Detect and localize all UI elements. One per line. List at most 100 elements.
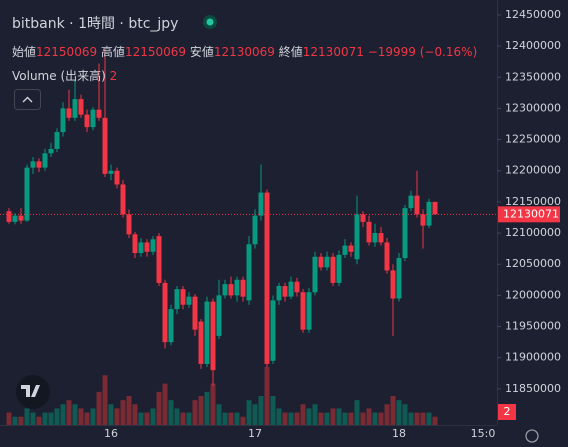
candle-body (324, 256, 330, 268)
candle-body (276, 286, 282, 301)
volume-bar (270, 396, 276, 425)
candle-body (402, 208, 408, 258)
candle-body (372, 233, 378, 243)
collapse-button[interactable] (14, 89, 41, 110)
volume-bar (282, 412, 288, 425)
legend-value: 12130069 (213, 45, 275, 59)
candle-body (126, 214, 132, 235)
status-dot (206, 18, 214, 26)
y-tick-label: 12100000 (505, 226, 561, 239)
volume-title: Volume (出来高) (12, 69, 106, 83)
volume-bar (366, 408, 372, 425)
volume-bar (30, 412, 36, 425)
volume-bar (96, 391, 102, 425)
volume-bar (78, 408, 84, 425)
volume-value: 2 (109, 69, 118, 83)
volume-tag-label: 2 (504, 405, 511, 418)
candle-body (432, 201, 438, 215)
volume-bar (186, 412, 192, 425)
logo[interactable] (16, 375, 50, 409)
y-tick-label: 11950000 (505, 320, 561, 333)
ohlc-legend: 始値12150069 高値12150069 安値12130069 終値12130… (12, 43, 477, 60)
candle-body (72, 99, 78, 118)
candle-body (408, 195, 414, 209)
legend-label: 安値 (189, 45, 214, 59)
volume-legend: Volume (出来高) 2 (12, 67, 117, 84)
volume-bar (162, 383, 168, 425)
volume-bar (264, 367, 270, 425)
volume-bar (12, 416, 18, 425)
volume-bar (114, 408, 120, 425)
volume-bar (276, 408, 282, 425)
candle-body (294, 281, 300, 293)
candle-body (66, 108, 72, 118)
candle-body (420, 214, 426, 226)
x-tick-label: 15:0 (471, 427, 496, 440)
candle-body (60, 108, 66, 133)
candle-body (312, 256, 318, 293)
candle-body (84, 114, 90, 128)
y-tick-label: 12450000 (505, 8, 561, 21)
candle-body (216, 295, 222, 336)
volume-bar (60, 404, 66, 425)
candle-body (90, 109, 96, 128)
volume-bar (390, 396, 396, 425)
candle-body (366, 221, 372, 243)
candle-body (282, 286, 288, 297)
volume-bar (312, 404, 318, 425)
candle-body (342, 245, 348, 255)
volume-bar (414, 412, 420, 425)
volume-bar (426, 412, 432, 425)
candle-body (36, 161, 42, 168)
candle-body (210, 301, 216, 371)
candle-body (300, 292, 306, 330)
volume-bar (54, 408, 60, 425)
candle-body (162, 282, 168, 343)
candle-body (228, 284, 234, 296)
last-price-label: 12130071 (503, 207, 559, 220)
x-tick-label: 18 (392, 427, 406, 440)
candle-body (396, 257, 402, 299)
volume-bar (204, 391, 210, 425)
candle-body (414, 195, 420, 215)
volume-bar (18, 416, 24, 425)
candle-body (330, 256, 336, 283)
volume-bar (300, 404, 306, 425)
volume-bar (66, 400, 72, 425)
candle-body (42, 153, 48, 168)
volume-bar (318, 412, 324, 425)
y-tick-label: 12200000 (505, 164, 561, 177)
candle-body (102, 117, 108, 174)
y-tick-label: 12000000 (505, 288, 561, 301)
candle-body (120, 184, 126, 215)
y-tick-label: 12300000 (505, 101, 561, 114)
legend-label: 終値 (278, 45, 303, 59)
volume-bar (228, 412, 234, 425)
volume-bar (240, 416, 246, 425)
candle-body (180, 289, 186, 305)
candle-body (240, 279, 246, 297)
volume-bar (372, 412, 378, 425)
volume-tag (498, 404, 516, 420)
candle-body (24, 167, 30, 221)
settings-button[interactable] (525, 429, 539, 443)
y-tick-label: 12150000 (505, 195, 561, 208)
candle-body (54, 132, 60, 149)
candle-body (114, 170, 120, 185)
plot-area (0, 49, 497, 425)
volume-bar (384, 404, 390, 425)
candle-body (246, 244, 252, 301)
candle-body (204, 301, 210, 364)
last-price-tag (498, 206, 560, 223)
volume-bar (246, 400, 252, 425)
change-label: −19999 (−0.16%) (367, 45, 478, 59)
volume-bar (180, 412, 186, 425)
logo-mark (21, 385, 40, 397)
candle-body (108, 170, 114, 174)
candle-body (174, 289, 180, 310)
candle-body (378, 233, 384, 243)
volume-bar (216, 404, 222, 425)
